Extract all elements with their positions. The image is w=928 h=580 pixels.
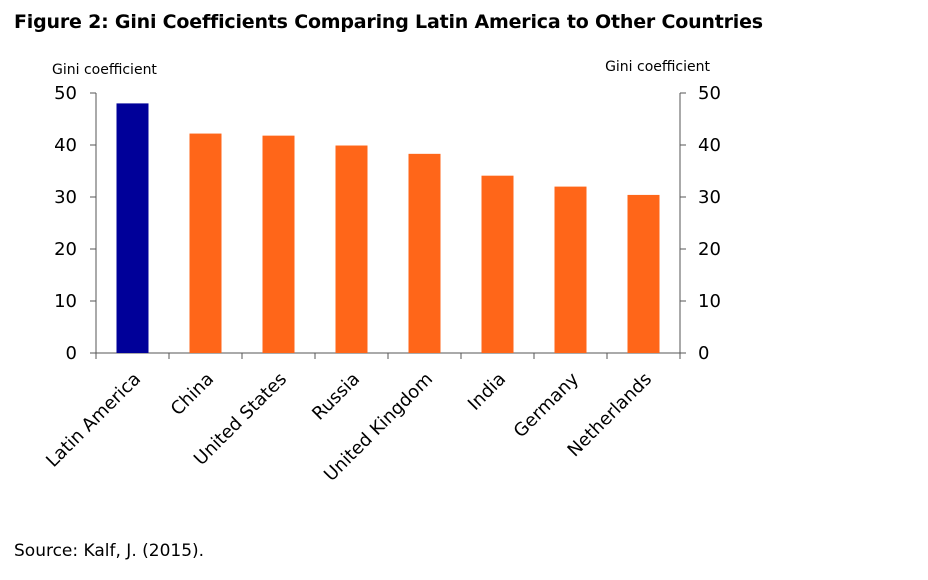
bar — [262, 135, 295, 353]
bar — [335, 145, 368, 353]
bar — [554, 186, 587, 353]
left-tick-label: 40 — [54, 135, 77, 156]
category-label: India — [464, 369, 510, 415]
bar — [408, 153, 441, 353]
category-label: China — [167, 369, 218, 420]
axes: 0 0 10 10 20 20 30 30 40 40 50 50 — [54, 83, 721, 364]
bars — [116, 103, 660, 354]
right-tick-label: 40 — [698, 135, 721, 156]
category-label: Latin America — [42, 369, 145, 472]
bar — [627, 194, 660, 353]
left-tick-label: 50 — [54, 83, 77, 104]
category-label: Russia — [308, 369, 364, 425]
source-note: Source: Kalf, J. (2015). — [14, 541, 205, 561]
left-tick-label: 10 — [54, 291, 77, 312]
left-tick-label: 30 — [54, 187, 77, 208]
bar — [481, 175, 514, 353]
left-tick-label: 0 — [66, 343, 77, 364]
right-tick-label: 20 — [698, 239, 721, 260]
right-axis-title: Gini coefficient — [605, 59, 710, 75]
bar — [189, 133, 222, 353]
bar — [116, 103, 149, 354]
left-axis-title: Gini coefficient — [52, 62, 157, 78]
left-tick-label: 20 — [54, 239, 77, 260]
bar-chart: Gini coefficient Gini coefficient 0 0 10 10… — [42, 59, 721, 486]
right-tick-label: 0 — [698, 343, 709, 364]
right-tick-label: 30 — [698, 187, 721, 208]
right-tick-label: 50 — [698, 83, 721, 104]
figure-title: Figure 2: Gini Coefficients Comparing La… — [14, 11, 763, 33]
category-label: Germany — [510, 368, 584, 442]
right-tick-label: 10 — [698, 291, 721, 312]
